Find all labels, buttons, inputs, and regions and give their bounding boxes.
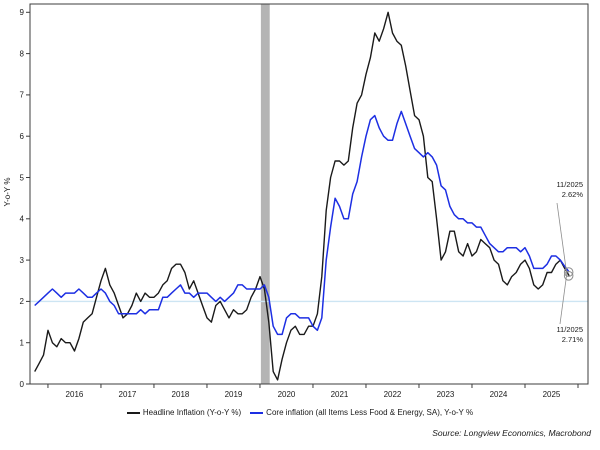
svg-text:11/2025: 11/2025 bbox=[556, 180, 583, 189]
source-note: Source: Longview Economics, Macrobond bbox=[432, 428, 591, 438]
svg-text:2020: 2020 bbox=[278, 390, 296, 399]
svg-text:2021: 2021 bbox=[331, 390, 349, 399]
axes-and-ticks: 0 1 2 3 4 5 6 7 8 9 2016 2017 2018 2019 2020 2021 2022 20… bbox=[20, 3, 589, 399]
svg-text:0: 0 bbox=[20, 380, 25, 389]
svg-text:2.71%: 2.71% bbox=[562, 335, 584, 344]
svg-text:6: 6 bbox=[20, 132, 25, 141]
legend-item-core: Core inflation (all Items Less Food & En… bbox=[250, 408, 473, 417]
svg-text:9: 9 bbox=[20, 8, 25, 17]
svg-text:2016: 2016 bbox=[66, 390, 84, 399]
series-lines bbox=[34, 11, 570, 381]
y-axis-label: Y-o-Y % bbox=[3, 178, 12, 207]
legend-label-headline: Headline Inflation (Y-o-Y %) bbox=[142, 408, 242, 417]
svg-text:7: 7 bbox=[20, 91, 25, 100]
svg-text:2.62%: 2.62% bbox=[562, 190, 584, 199]
svg-text:2: 2 bbox=[20, 297, 25, 306]
svg-text:1: 1 bbox=[20, 339, 25, 348]
svg-text:8: 8 bbox=[20, 49, 25, 58]
svg-text:11/2025: 11/2025 bbox=[556, 325, 583, 334]
svg-text:2018: 2018 bbox=[172, 390, 190, 399]
svg-text:2025: 2025 bbox=[543, 390, 561, 399]
legend: Headline Inflation (Y-o-Y %) Core inflat… bbox=[0, 408, 600, 417]
svg-text:2022: 2022 bbox=[384, 390, 402, 399]
core-line-swatch bbox=[250, 411, 264, 414]
inflation-line-chart: 0 1 2 3 4 5 6 7 8 9 2016 2017 2018 2019 2020 2021 2022 20… bbox=[3, 3, 589, 399]
svg-text:4: 4 bbox=[20, 215, 25, 224]
svg-text:5: 5 bbox=[20, 173, 25, 182]
legend-item-headline: Headline Inflation (Y-o-Y %) bbox=[126, 408, 242, 417]
legend-label-core: Core inflation (all Items Less Food & En… bbox=[266, 408, 474, 417]
recession-band bbox=[260, 4, 270, 384]
svg-text:2024: 2024 bbox=[490, 390, 508, 399]
svg-text:2023: 2023 bbox=[437, 390, 455, 399]
svg-text:2019: 2019 bbox=[225, 390, 243, 399]
headline-line-swatch bbox=[126, 411, 140, 414]
svg-text:3: 3 bbox=[20, 256, 25, 265]
svg-text:2017: 2017 bbox=[119, 390, 137, 399]
